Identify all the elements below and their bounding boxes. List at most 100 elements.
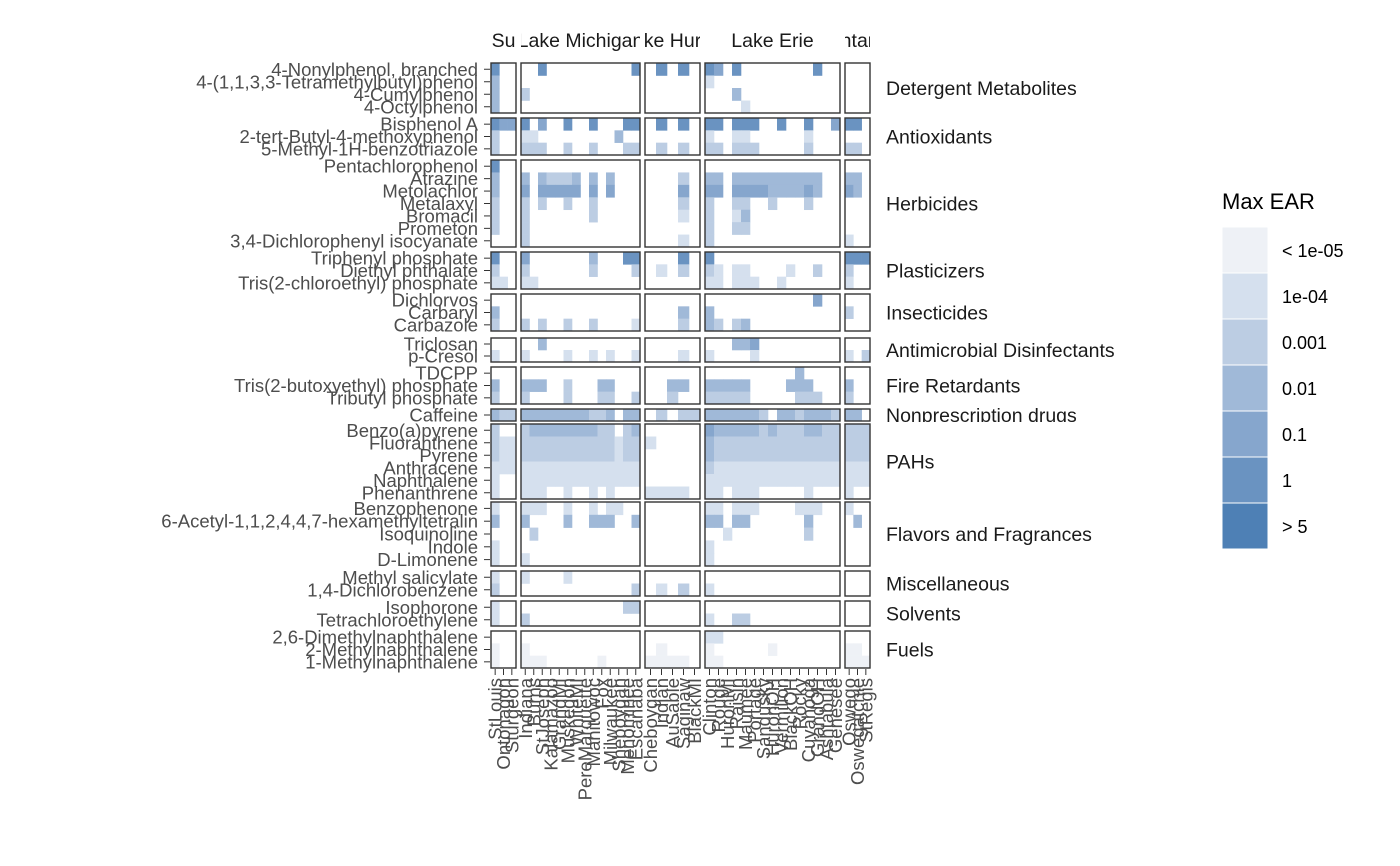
heatmap-cell [529,142,539,156]
heatmap-cell [614,502,624,516]
panel-border [644,501,701,567]
heatmap-cell [555,409,564,422]
heatmap-cell [689,409,701,422]
heatmap-cell [521,655,530,669]
heatmap-cell [795,449,805,462]
heatmap-cell [714,655,724,669]
y-tick-label: Methyl salicylate [342,567,478,588]
heatmap-cell [705,350,715,363]
class-strip-label: Detergent Metabolites [886,78,1077,100]
heatmap-cell [491,502,500,516]
heatmap-cell [580,424,590,437]
heatmap-cell [853,655,862,669]
y-tick-label: Tetrachloroethylene [317,609,478,630]
heatmap-cell [521,142,530,156]
panel-border [704,159,841,248]
heatmap-cell [768,197,778,211]
heatmap-cell [521,449,530,462]
heatmap-cell [538,318,547,332]
heatmap-cell [741,209,751,223]
heatmap-cell [705,75,715,89]
heatmap-cell [795,184,805,198]
x-tick-label: GrandMI [549,678,570,750]
x-tick-label: AuSable [662,678,683,748]
heatmap-cell [750,172,760,186]
heatmap-cell [853,184,862,198]
heatmap-cell [845,379,854,392]
panel-border [844,117,871,156]
heatmap-cell [732,486,742,500]
heatmap-cell [521,209,530,223]
heatmap-cell [831,461,841,475]
heatmap-cell [580,409,590,422]
y-tick-label: Metolachlor [382,181,478,202]
heatmap-cell [538,449,547,462]
heatmap-cell [656,486,668,500]
heatmap-cell [529,276,539,290]
heatmap-cell [741,118,751,131]
y-axis-chemical-labels: 4-Nonylphenol, branched4-(1,1,3,3-Tetram… [161,59,490,672]
heatmap-cell [795,172,805,186]
heatmap-cell [589,184,598,198]
heatmap-cell [804,197,814,211]
heatmap-cell [491,613,500,627]
x-tick-label: Rocky [789,677,810,729]
heatmap-cells [491,63,871,669]
heatmap-cell [678,350,690,363]
panel-border [844,600,871,627]
heatmap-cell [606,449,615,462]
heatmap-cell [786,436,796,450]
heatmap-cell [491,172,500,186]
panel-border [844,62,871,114]
heatmap-cell [705,449,715,462]
heatmap-cell [580,449,590,462]
heatmap-cell [521,613,530,627]
panel-border [704,251,841,290]
y-tick-label: 1-Methylnaphthalene [305,651,478,672]
heatmap-cell [750,276,760,290]
x-tick-label: BlackMI [684,678,705,744]
heatmap-cell [714,172,724,186]
heatmap-cell [714,142,724,156]
heatmap-cell [714,379,724,392]
heatmap-cell [861,474,871,487]
heatmap-cell [741,100,751,114]
heatmap-cell [491,409,500,422]
heatmap-cell [741,424,751,437]
panel-border [844,293,871,332]
heatmap-cell [678,197,690,211]
panel-border [490,337,517,363]
x-tick-label: Cuyahoga [798,677,819,762]
heatmap-cell [768,461,778,475]
panel-border [644,293,701,332]
heatmap-cell [845,486,854,500]
heatmap-cell [538,118,547,131]
heatmap-cell [861,424,871,437]
heatmap-cell [521,461,530,475]
heatmap-cell [491,540,500,554]
heatmap-cell [529,449,539,462]
heatmap-cell [741,338,751,351]
heatmap-cell [521,172,530,186]
heatmap-cell [741,514,751,528]
legend-label: 1e-04 [1282,287,1328,307]
y-tick-label: Prometon [398,218,478,239]
heatmap-cell [529,474,539,487]
heatmap-cell [845,424,854,437]
heatmap-cell [750,338,760,351]
heatmap-cell [589,209,598,223]
heatmap-cell [705,118,715,131]
heatmap-cell [563,318,573,332]
heatmap-cell [759,461,769,475]
legend-key [1221,502,1269,550]
heatmap-cell [589,172,598,186]
heatmap-cell [597,514,607,528]
heatmap-cell [768,474,778,487]
y-tick-label: Tributyl phosphate [326,387,478,408]
heatmap-cell [491,391,500,405]
heatmap-cell [732,379,742,392]
x-tick-label: Escanaba [625,677,646,760]
heatmap-cell [804,130,814,143]
heatmap-cell [491,209,500,223]
heatmap-cell [589,424,598,437]
